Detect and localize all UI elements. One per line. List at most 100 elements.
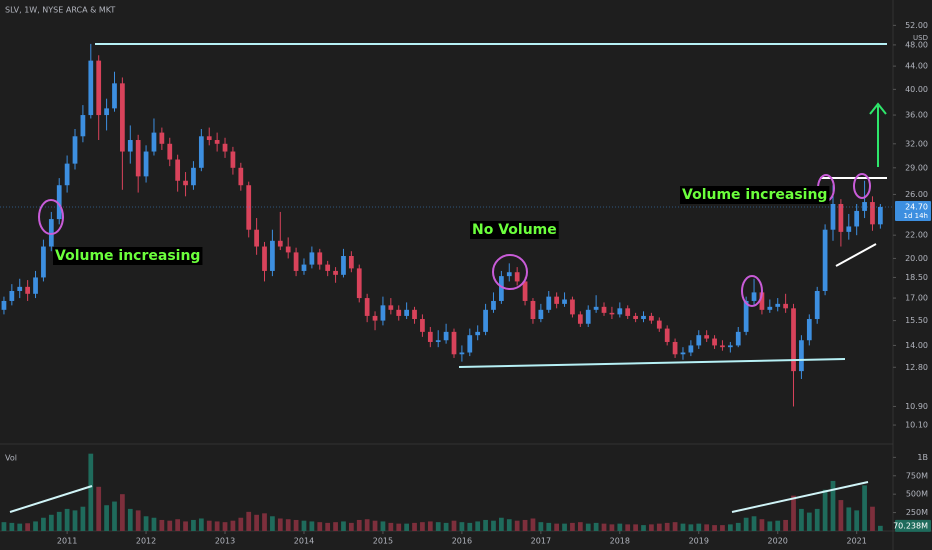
- annotation-background: [680, 186, 830, 204]
- countdown: 1d 14h: [904, 212, 928, 220]
- volume-bar: [72, 510, 78, 531]
- volume-bar: [183, 521, 188, 531]
- candle-body: [712, 338, 717, 346]
- candle-body: [791, 308, 796, 372]
- volume-bar: [538, 522, 544, 531]
- candle-body: [404, 309, 409, 316]
- candle-body: [467, 335, 473, 353]
- candle-body: [799, 340, 804, 372]
- x-tick-label: 2018: [610, 537, 630, 546]
- x-tick-label: 2017: [531, 537, 551, 546]
- volume-bar: [198, 518, 204, 531]
- volume-bar: [388, 522, 394, 531]
- candle-body: [435, 340, 441, 342]
- candle-body: [270, 240, 275, 271]
- volume-bar: [364, 519, 370, 531]
- candle-body: [538, 309, 544, 320]
- volume-bar: [554, 523, 560, 531]
- volume-bar: [459, 522, 465, 531]
- candle-body: [830, 203, 836, 230]
- volume-bar: [593, 522, 599, 531]
- volume-bar: [870, 506, 875, 531]
- candle-body: [577, 314, 583, 324]
- volume-bar: [372, 520, 378, 531]
- candle-body: [656, 320, 662, 329]
- volume-bar: [80, 506, 86, 531]
- candle-body: [609, 312, 615, 315]
- candle-body: [491, 300, 496, 310]
- candle-body: [230, 151, 236, 168]
- volume-trend-line: [9, 485, 93, 513]
- x-tick-label: 2011: [57, 537, 77, 546]
- volume-bar: [317, 522, 323, 531]
- y-tick-label: 17.00: [905, 294, 928, 303]
- volume-bar: [641, 525, 646, 531]
- volume-bar: [775, 520, 781, 531]
- candle-body: [854, 210, 860, 227]
- volume-bar: [33, 521, 38, 531]
- candle-body: [546, 296, 552, 310]
- candle-body: [649, 315, 654, 321]
- candle-body: [1, 300, 7, 310]
- y-tick-label: 15.50: [905, 316, 928, 325]
- volume-bar: [735, 522, 741, 531]
- volume-bar: [862, 485, 867, 531]
- volume-tick-label: 250M: [906, 508, 928, 517]
- candle-body: [293, 252, 299, 271]
- candle-body: [175, 159, 181, 181]
- last-volume-tag: [895, 519, 931, 532]
- volume-bar: [277, 518, 283, 531]
- circle: [741, 275, 763, 307]
- candle-body: [506, 272, 512, 277]
- volume-bar: [791, 495, 796, 531]
- volume-bar: [570, 522, 575, 531]
- volume-bar: [420, 522, 425, 531]
- currency: USD: [913, 34, 928, 42]
- candle-body: [427, 331, 433, 342]
- candle-body: [570, 299, 575, 315]
- candle-body: [88, 60, 94, 116]
- candle-body: [625, 308, 631, 316]
- candle-body: [388, 305, 394, 310]
- volume-bar: [1, 522, 7, 531]
- volume-bar: [412, 522, 417, 531]
- y-tick-label: 44.00: [905, 62, 928, 71]
- y-tick-label: 20.00: [905, 254, 928, 263]
- candle-body: [720, 345, 725, 348]
- candle-body: [72, 136, 78, 164]
- candle-body: [364, 298, 370, 316]
- candle-body: [41, 246, 46, 278]
- candles: [1, 43, 883, 531]
- volume-bar: [720, 525, 725, 531]
- volume-bar: [25, 523, 31, 531]
- volume-bar: [222, 522, 228, 531]
- volume-bar: [230, 520, 236, 531]
- candle-body: [317, 252, 323, 265]
- volume-bar: [514, 520, 520, 531]
- candle-body: [443, 331, 449, 341]
- x-tick-label: 2021: [847, 537, 867, 546]
- candle-body: [814, 290, 820, 320]
- x-tick-label: 2013: [215, 537, 235, 546]
- volume-bar: [664, 522, 670, 531]
- candle-body: [17, 286, 23, 291]
- volume-bar: [127, 508, 133, 531]
- volume-bar: [88, 453, 94, 531]
- y-tick-label: 26.00: [905, 190, 928, 199]
- chart-title: SLV, 1W, NYSE ARCA & MKT: [5, 6, 115, 15]
- circle: [38, 199, 64, 235]
- candle-body: [341, 255, 346, 275]
- candle-body: [262, 246, 267, 271]
- volume-bar: [143, 516, 149, 531]
- candle-body: [372, 315, 378, 321]
- y-tick-label: 10.90: [905, 402, 928, 411]
- y-tick-label: 52.00: [905, 21, 928, 30]
- volume-bar: [56, 511, 62, 531]
- candle-body: [96, 60, 102, 116]
- candle-body: [56, 185, 62, 220]
- volume-bar: [380, 521, 386, 531]
- volume-bar: [680, 523, 686, 531]
- annotation-background: [470, 221, 559, 239]
- candle-body: [633, 315, 638, 320]
